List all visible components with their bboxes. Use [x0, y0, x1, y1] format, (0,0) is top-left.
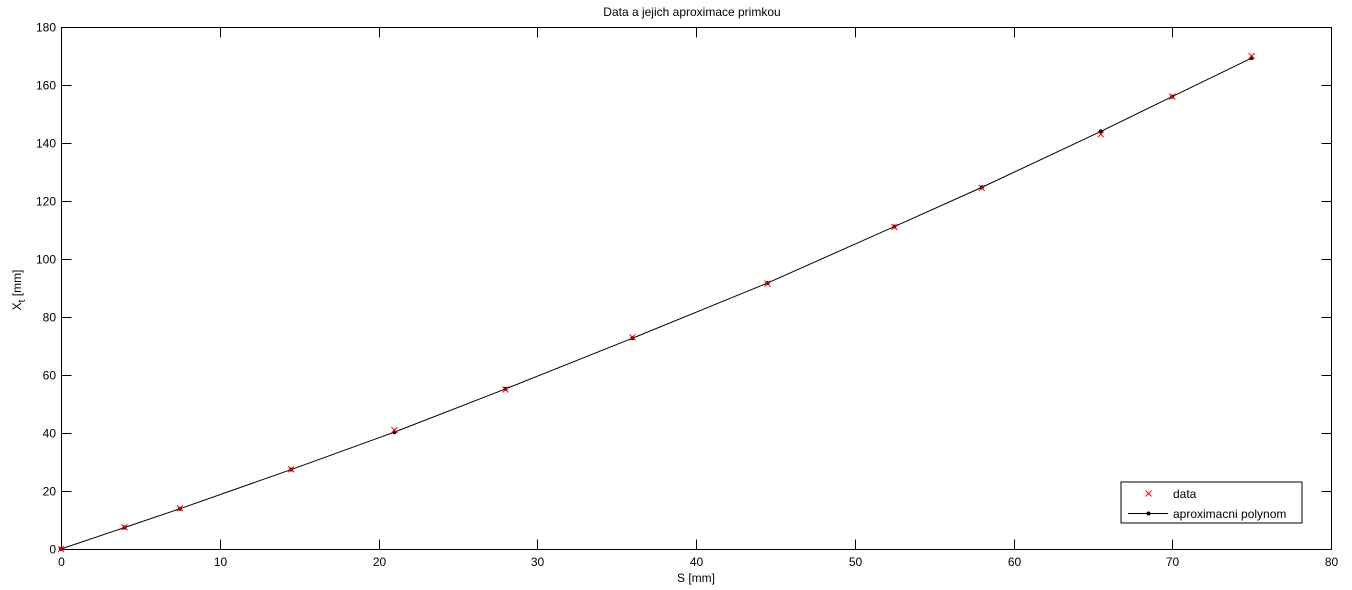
polynom-point	[1098, 129, 1103, 134]
data-point	[287, 465, 295, 473]
data-point	[764, 280, 771, 288]
y-tick-label: 180	[36, 21, 56, 35]
x-tick-label: 80	[1325, 555, 1339, 569]
x-tick-label: 10	[214, 555, 228, 569]
legend-marker-data	[1145, 490, 1152, 497]
y-tick-label: 20	[43, 485, 57, 499]
chart-title: Data a jejich aproximace primkou	[603, 5, 780, 19]
x-tick-label: 40	[690, 555, 704, 569]
plot-frame	[61, 27, 1332, 550]
data-point	[1248, 52, 1255, 60]
x-axis-label: S [mm]	[677, 571, 715, 585]
y-tick-label: 160	[36, 79, 56, 93]
y-tick-label: 140	[36, 137, 56, 151]
legend-box	[1120, 481, 1303, 524]
series-layer	[57, 52, 1255, 553]
data-point	[978, 184, 986, 192]
data-point	[891, 223, 898, 231]
legend-entry-polynom: aproximacni polynom	[1128, 507, 1286, 521]
data-point	[629, 333, 636, 341]
y-axis-label-main: X	[10, 302, 24, 310]
y-tick-label: 60	[43, 369, 57, 383]
legend-marker-polynom	[1146, 511, 1151, 516]
y-axis-label-unit: [mm]	[10, 270, 24, 297]
y-tick-label: 0	[49, 543, 56, 557]
y-axis: 0 20 40 60 80 100 120 140 160 180	[36, 21, 1332, 557]
x-tick-label: 60	[1008, 555, 1022, 569]
legend: data aproximacni polynom	[1120, 481, 1303, 524]
polynom-point	[630, 336, 635, 341]
y-tick-label: 40	[43, 427, 57, 441]
x-axis: 0 10 20 30 40 50 60 70 80	[58, 27, 1339, 569]
data-point	[391, 426, 398, 434]
x-tick-label: 0	[58, 555, 65, 569]
data-point	[176, 505, 184, 512]
x-tick-label: 70	[1166, 555, 1180, 569]
data-point	[502, 386, 509, 393]
x-tick-label: 30	[531, 555, 545, 569]
y-axis-label: Xt [mm]	[10, 270, 28, 311]
data-point	[1168, 93, 1176, 100]
data-point	[1097, 130, 1105, 138]
y-axis-label-subscript: t	[17, 299, 28, 302]
y-tick-label: 80	[43, 311, 57, 325]
plot-area	[61, 27, 1332, 550]
legend-label-polynom: aproximacni polynom	[1173, 507, 1286, 521]
x-tick-label: 50	[849, 555, 863, 569]
y-tick-label: 120	[36, 195, 56, 209]
data-point	[57, 545, 65, 553]
y-tick-label: 100	[36, 253, 56, 267]
legend-label-data: data	[1173, 487, 1197, 501]
x-tick-label: 20	[373, 555, 387, 569]
legend-entry-data: data	[1145, 487, 1197, 501]
data-point	[121, 523, 128, 531]
